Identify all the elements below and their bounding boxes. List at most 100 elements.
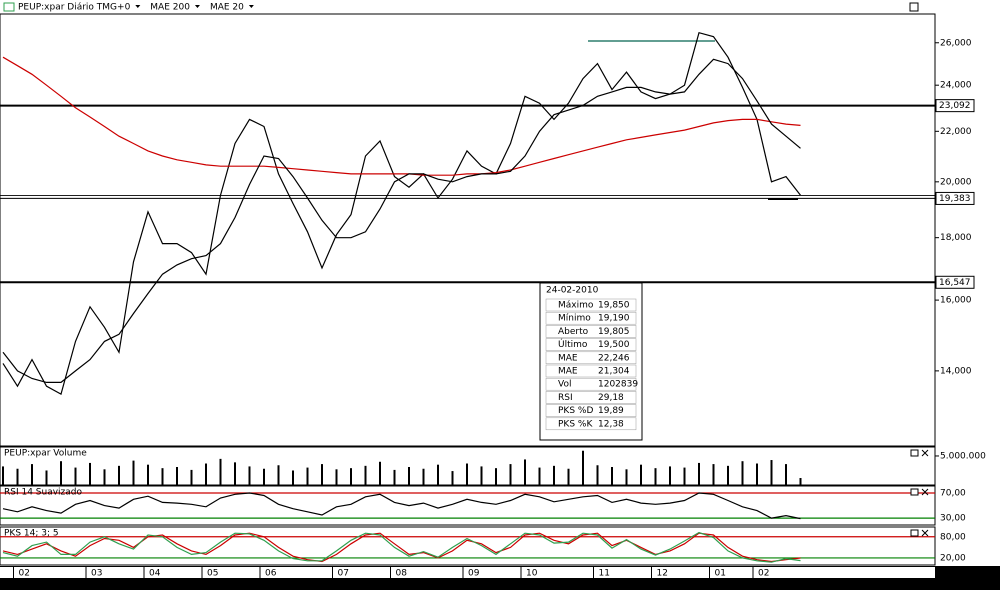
- info-value: 19,500: [598, 340, 630, 350]
- info-value: 21,304: [598, 367, 630, 377]
- info-label: Último: [558, 338, 588, 350]
- series-line: [2, 56, 801, 176]
- legend-entry[interactable]: MAE 20: [210, 3, 244, 13]
- legend-dropdown[interactable]: [248, 5, 254, 8]
- volume-bar: [538, 467, 541, 485]
- x-tick-label: 02: [19, 569, 30, 579]
- volume-bar: [770, 460, 773, 485]
- panel-title: RSI 14 Suavizado: [4, 488, 83, 498]
- panel-maximize[interactable]: [910, 529, 919, 537]
- panel-title: PEUP:xpar Volume: [4, 449, 87, 459]
- volume-bar: [335, 469, 338, 485]
- panel-close[interactable]: [921, 529, 929, 537]
- y-tick-label: 20,000: [940, 177, 972, 187]
- volume-bar: [292, 470, 294, 485]
- volume-bar: [364, 465, 367, 485]
- x-year-label: 2009: [329, 580, 352, 590]
- level-label: 19,383: [939, 194, 971, 204]
- info-value: 19,805: [598, 327, 630, 337]
- volume-bar: [640, 464, 642, 485]
- info-row: [545, 325, 637, 338]
- x-year-label: 2010: [799, 580, 822, 590]
- info-label: Máximo: [558, 301, 594, 311]
- volume-bar: [60, 461, 62, 485]
- x-tick-label: 09: [468, 569, 480, 579]
- level-label: 16,547: [939, 278, 971, 288]
- info-row: [545, 404, 637, 417]
- info-row: [545, 338, 637, 351]
- volume-bar: [611, 467, 613, 485]
- level-label-box: [935, 191, 975, 205]
- info-row: [545, 298, 637, 312]
- series-line: [2, 531, 801, 563]
- level-label: 23,092: [939, 101, 971, 111]
- x-axis-months: [0, 567, 935, 578]
- volume-bar: [248, 466, 251, 485]
- info-row: [545, 351, 637, 365]
- volume-bar: [524, 459, 526, 485]
- y-tick-label: 14,000: [940, 366, 972, 376]
- info-label: Mínimo: [558, 314, 591, 324]
- volume-bar: [451, 471, 454, 485]
- volume-bar: [756, 463, 758, 485]
- volume-bar: [306, 467, 309, 485]
- y-tick-label: 80,00: [940, 532, 966, 542]
- y-tick-label: 30,00: [940, 514, 966, 524]
- info-label: RSI: [558, 393, 573, 403]
- series-line: [2, 532, 801, 563]
- panel-close[interactable]: [921, 488, 929, 496]
- info-row: [545, 311, 637, 325]
- info-row: [545, 391, 637, 404]
- info-label: MAE: [558, 367, 578, 377]
- x-tick-label: 11: [599, 569, 610, 579]
- legend-entry[interactable]: MAE 200: [150, 3, 190, 13]
- volume-bar: [16, 468, 19, 485]
- volume-bar: [2, 466, 4, 485]
- volume-bar: [147, 464, 149, 485]
- volume-bar: [161, 468, 164, 485]
- info-box-frame: [539, 282, 643, 441]
- info-date: 24-02-2010: [546, 286, 599, 296]
- panel-maximize[interactable]: [910, 449, 919, 457]
- x-tick-label: 01: [715, 569, 726, 579]
- x-tick-label: 02: [758, 569, 769, 579]
- volume-bar: [466, 463, 468, 485]
- volume-bar: [118, 465, 120, 485]
- info-row: [545, 417, 637, 431]
- volume-bar: [712, 464, 715, 485]
- legend-dropdown[interactable]: [194, 5, 200, 8]
- volume-bar: [219, 458, 222, 485]
- info-value: 29,18: [598, 393, 624, 403]
- volume-bar: [31, 464, 33, 485]
- info-label: MAE: [558, 353, 578, 363]
- volume-bar: [190, 469, 193, 485]
- series-line: [2, 31, 801, 395]
- volume-bar: [176, 467, 178, 485]
- legend-dropdown[interactable]: [135, 5, 141, 8]
- volume-bar: [698, 462, 700, 485]
- info-label: Aberto: [558, 327, 589, 337]
- info-box: 24-02-2010 Máximo 19,850 Mínimo 19,190 Abert…: [539, 282, 643, 441]
- legend-entry[interactable]: PEUP:xpar Diário TMG+0: [18, 3, 131, 13]
- info-row: [545, 364, 637, 378]
- panel-maximize[interactable]: [909, 2, 919, 12]
- volume-bar: [553, 465, 555, 485]
- volume-bar: [89, 462, 91, 485]
- volume-bar: [596, 465, 599, 485]
- info-value: 19,190: [598, 314, 630, 324]
- volume-bar: [785, 464, 787, 485]
- panel-close[interactable]: [921, 449, 929, 457]
- info-label: PKS %D: [558, 406, 593, 416]
- volume-bar: [408, 467, 410, 485]
- level-label-box: [935, 99, 975, 113]
- panel-maximize[interactable]: [910, 488, 919, 496]
- volume-bar: [74, 467, 77, 485]
- volume-bar: [45, 470, 48, 485]
- volume-bar: [350, 468, 352, 485]
- info-value: 19,89: [598, 406, 624, 416]
- volume-bar: [625, 469, 628, 485]
- series-line: [2, 492, 801, 520]
- symbol-icon[interactable]: [3, 2, 15, 12]
